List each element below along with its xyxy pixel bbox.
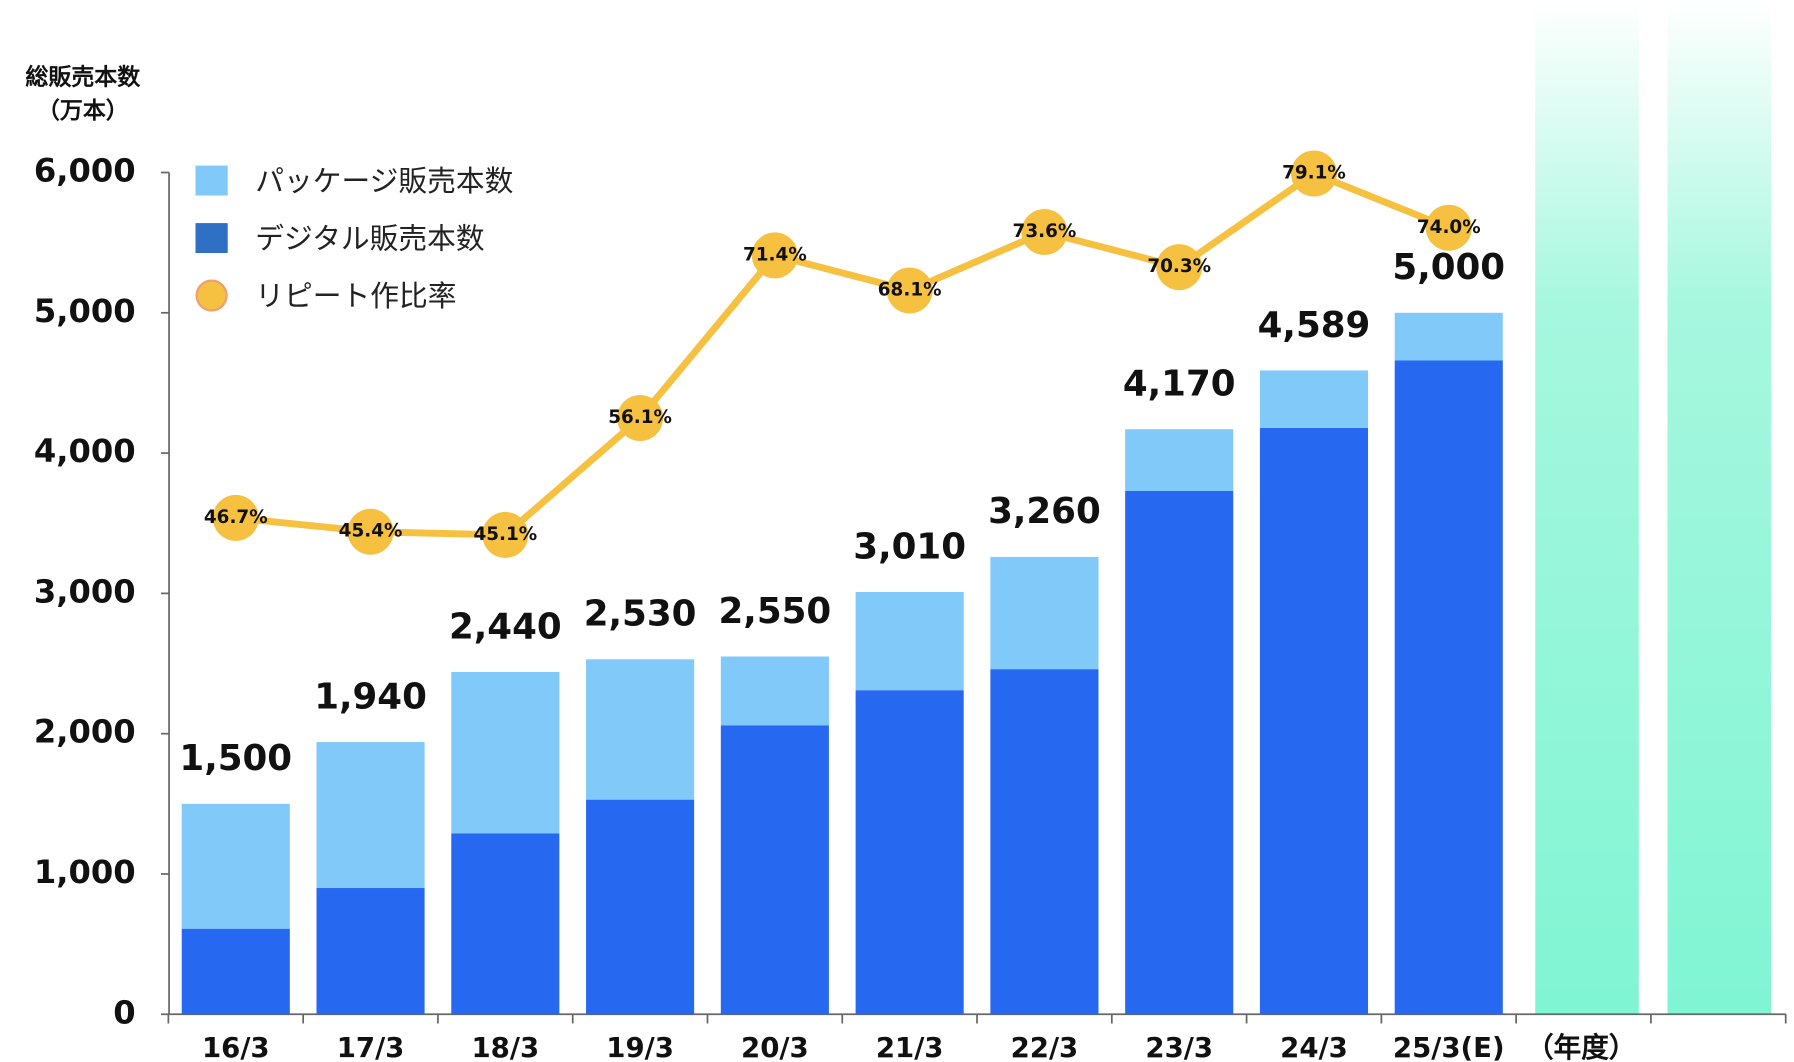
y-axis-label: 総販売本数 — [25, 64, 141, 91]
repeat-label: 56.1% — [608, 407, 672, 428]
repeat-line — [235, 169, 1451, 539]
bar-package — [316, 742, 425, 889]
y-tick-label: 5,000 — [34, 292, 136, 330]
repeat-point — [886, 267, 933, 314]
bar-digital — [181, 928, 290, 1015]
decor-column — [1667, 0, 1771, 1015]
y-tick-label: 3,000 — [34, 572, 136, 610]
legend-swatch — [195, 279, 228, 312]
y-tick-label: 2,000 — [34, 713, 136, 751]
bar-digital — [586, 799, 695, 1015]
repeat-label: 68.1% — [878, 279, 942, 300]
x-tick-label: 19/3 — [606, 1031, 674, 1062]
repeat-label: 70.3% — [1147, 256, 1211, 277]
total-label: 2,550 — [719, 591, 832, 632]
repeat-point — [482, 511, 529, 558]
total-label: 4,589 — [1258, 305, 1371, 346]
repeat-point — [1290, 150, 1337, 197]
total-label: 2,530 — [584, 594, 697, 635]
bar-digital — [316, 888, 425, 1015]
bar-package — [990, 556, 1099, 670]
repeat-label: 79.1% — [1282, 163, 1346, 184]
repeat-label: 71.4% — [743, 244, 807, 265]
total-label: 4,170 — [1123, 364, 1236, 405]
bar-package — [1125, 429, 1234, 491]
bar-digital — [990, 669, 1099, 1015]
bar-package — [1394, 312, 1503, 361]
total-label: 1,500 — [179, 738, 292, 779]
x-tick-label: 17/3 — [337, 1031, 405, 1062]
repeat-point — [347, 508, 394, 555]
bar-digital — [1259, 427, 1369, 1015]
x-axis-label: （年度） — [1526, 1031, 1636, 1062]
repeat-label: 45.4% — [339, 521, 403, 542]
decor-column — [1535, 0, 1639, 1015]
total-label: 3,010 — [853, 526, 966, 567]
y-tick-label: 6,000 — [34, 151, 136, 189]
repeat-point — [1425, 204, 1472, 251]
repeat-label: 45.1% — [473, 524, 537, 545]
bar-digital — [451, 833, 560, 1015]
total-label: 3,260 — [988, 491, 1101, 532]
x-tick-label: 22/3 — [1011, 1031, 1079, 1062]
legend-swatch — [195, 165, 228, 196]
x-tick-label: 23/3 — [1145, 1031, 1213, 1062]
total-label: 2,440 — [449, 606, 562, 647]
repeat-point — [751, 232, 798, 279]
bar-digital — [720, 725, 829, 1015]
x-tick-label: 21/3 — [876, 1031, 944, 1062]
y-tick-label: 4,000 — [34, 432, 136, 470]
bar-package — [181, 803, 290, 929]
legend-swatch — [195, 223, 228, 253]
x-tick-label: 18/3 — [471, 1031, 539, 1062]
repeat-point — [1156, 244, 1203, 291]
legend-label: デジタル販売本数 — [255, 221, 484, 255]
total-label: 5,000 — [1392, 247, 1505, 288]
repeat-label: 74.0% — [1417, 217, 1481, 238]
repeat-label: 73.6% — [1013, 221, 1077, 242]
bar-package — [720, 656, 829, 726]
bar-digital — [1394, 360, 1503, 1015]
bar-package — [451, 671, 560, 834]
legend-label: パッケージ販売本数 — [255, 164, 513, 198]
repeat-label: 46.7% — [204, 507, 268, 528]
x-tick-label: 20/3 — [741, 1031, 809, 1062]
bar-digital — [1125, 490, 1234, 1015]
y-tick-label: 0 — [113, 993, 135, 1031]
x-tick-label: 25/3(E) — [1393, 1031, 1505, 1062]
x-tick-label: 16/3 — [202, 1031, 270, 1062]
y-tick-label: 1,000 — [34, 853, 136, 891]
bar-package — [855, 591, 964, 691]
repeat-point — [212, 494, 259, 541]
total-label: 1,940 — [314, 676, 427, 717]
repeat-point — [1021, 209, 1068, 256]
bar-package — [1259, 370, 1369, 428]
bar-digital — [855, 690, 964, 1015]
legend-label: リピート作比率 — [255, 279, 456, 313]
x-tick-label: 24/3 — [1280, 1031, 1348, 1062]
bar-package — [586, 659, 695, 800]
repeat-point — [617, 395, 664, 442]
y-axis-unit: （万本） — [37, 97, 129, 124]
